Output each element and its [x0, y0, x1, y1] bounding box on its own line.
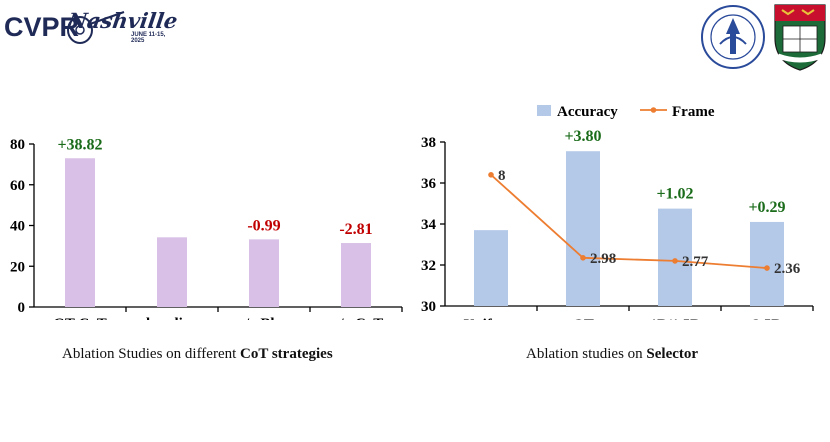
- frame-value-label: 2.77: [682, 254, 709, 270]
- delta-annotation: +3.80: [564, 128, 601, 145]
- category-label: GT: [572, 317, 594, 320]
- bar-accuracy-gt: [566, 151, 600, 306]
- delta-annotation: +38.82: [57, 136, 102, 153]
- right-caption-text: Ablation studies on: [526, 346, 647, 362]
- cvpr-wordmark: CVPR: [4, 12, 80, 42]
- frame-line: [490, 174, 768, 269]
- y-tick-label: 36: [421, 176, 437, 192]
- frame-point: [580, 255, 586, 261]
- frame-point: [488, 172, 494, 178]
- y-tick-label: 32: [421, 258, 436, 274]
- category-label: w/o CoT: [329, 316, 384, 320]
- legend-marker-frame: [650, 107, 657, 113]
- legend-label-frame: Frame: [672, 104, 715, 120]
- category-label: GT-CoT: [53, 316, 107, 320]
- y-tick-label: 34: [421, 217, 437, 233]
- delta-annotation: +1.02: [656, 186, 693, 203]
- y-tick-label: 38: [421, 135, 436, 151]
- bar-accuracy-2-5b: [750, 221, 784, 306]
- nashville-script: Nashville: [66, 8, 180, 33]
- bar-accuracy-1b-1-5b: [658, 208, 692, 306]
- right-chart-caption: Ablation studies on Selector: [526, 346, 698, 363]
- bar-accuracy-uniform: [474, 230, 508, 306]
- frame-value-label: 2.98: [590, 251, 616, 267]
- bar-w-o-bbox: [249, 239, 279, 307]
- category-label: 1B/1.5B: [650, 317, 700, 320]
- y-tick-label: 80: [10, 137, 25, 153]
- frame-point: [672, 258, 678, 264]
- hku-crest: [774, 4, 826, 71]
- y-tick-label: 20: [10, 259, 25, 275]
- delta-annotation: +0.29: [748, 199, 785, 216]
- y-tick-label: 30: [421, 299, 436, 315]
- bar-w-o-cot: [341, 243, 371, 307]
- cvpr-nashville-logo: CVPR Nashville JUNE 11-15, 2025: [4, 6, 180, 46]
- conference-dates: JUNE 11-15, 2025: [131, 32, 166, 44]
- delta-annotation: -2.81: [339, 221, 372, 238]
- legend-swatch-accuracy: [537, 105, 551, 116]
- y-tick-label: 60: [10, 178, 25, 194]
- category-label: 2.5B: [753, 317, 782, 320]
- category-label: Uniform: [464, 317, 519, 320]
- category-label: baseline: [146, 316, 198, 320]
- legend-label-accuracy: Accuracy: [557, 104, 618, 120]
- beihang-university-seal: [701, 5, 765, 69]
- bar-gt-cot: [65, 158, 95, 307]
- frame-point: [764, 265, 770, 271]
- selector-ablation-chart: Accuracy Frame 30 32 34 36 38 Uniform GT +3.80 1B/…: [421, 104, 814, 320]
- left-caption-text: Ablation Studies on different: [62, 346, 241, 362]
- y-tick-label: 40: [10, 219, 25, 235]
- left-chart-caption: Ablation Studies on different CoT strate…: [62, 346, 333, 363]
- right-caption-bold: Selector: [646, 346, 699, 362]
- y-tick-label: 0: [18, 300, 26, 316]
- guitar-icon: [67, 11, 125, 44]
- frame-value-label: 2.36: [774, 261, 801, 277]
- delta-annotation: -0.99: [247, 217, 280, 234]
- category-label: w/o Bbox: [234, 316, 294, 320]
- frame-value-label: 8: [498, 168, 506, 184]
- left-caption-bold: CoT strategies: [240, 346, 333, 362]
- bar-baseline: [157, 237, 187, 307]
- cot-ablation-chart: 0 20 40 60 80 GT-CoT +38.82 baseline w/o Bbox -0.…: [10, 136, 403, 320]
